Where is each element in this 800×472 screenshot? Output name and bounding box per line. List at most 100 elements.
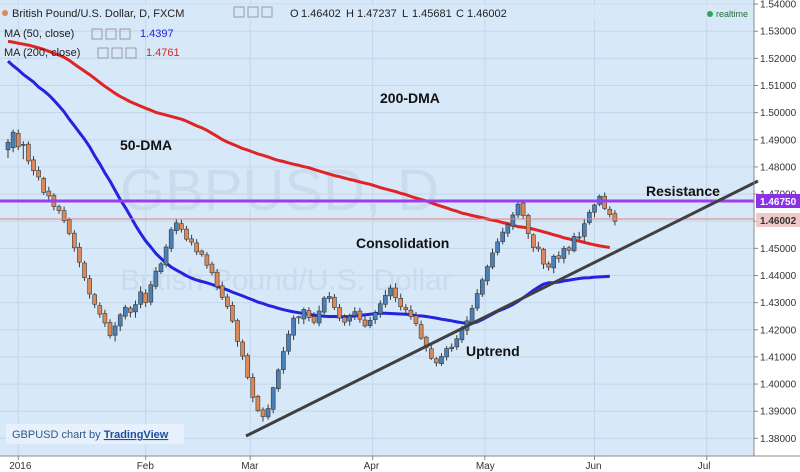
ohlc-low-key: L [402, 8, 408, 20]
candle-body [158, 263, 164, 273]
ma200-settings-icon[interactable] [111, 47, 123, 59]
candle-body [536, 246, 541, 250]
candle-body [316, 310, 322, 324]
ma200-label: MA (200, close) [4, 47, 80, 59]
ma50-close-icon[interactable] [119, 28, 131, 40]
candle-body [179, 223, 184, 230]
candle [250, 373, 256, 403]
candle [26, 141, 31, 165]
ma200-value: 1.4761 [146, 47, 180, 59]
ma50-eye-icon[interactable] [91, 28, 103, 40]
candle [255, 394, 261, 413]
candle [444, 346, 449, 361]
candle [536, 241, 541, 252]
candle-body [408, 309, 414, 317]
candle [490, 248, 495, 270]
candle [240, 339, 245, 361]
candle [347, 313, 353, 326]
candle-body [209, 263, 215, 274]
candle-body [530, 234, 536, 248]
candle-body [551, 255, 557, 269]
candle [510, 211, 516, 230]
candle [235, 318, 240, 347]
y-tick-label: 1.52000 [760, 54, 797, 65]
candle [551, 254, 557, 274]
candle-body [245, 355, 250, 378]
candle-body [128, 307, 133, 313]
candle-body [260, 409, 266, 417]
header-band [0, 4, 752, 20]
candle [561, 245, 567, 264]
candle-body [138, 291, 143, 305]
candle-body [117, 314, 123, 327]
y-tick-label: 1.54000 [760, 0, 797, 11]
candle [301, 307, 307, 325]
legend-controls[interactable] [233, 6, 273, 18]
candle [97, 302, 103, 318]
candle-body [306, 310, 312, 318]
candle [306, 307, 312, 322]
candle-body [581, 223, 587, 237]
realtime-dot-icon [707, 11, 713, 17]
candle [581, 219, 587, 242]
candle [184, 225, 189, 242]
candle [546, 261, 551, 271]
candle-body [413, 315, 419, 324]
candle [128, 306, 133, 318]
candle [112, 322, 118, 342]
candle [199, 249, 205, 257]
candle-body [219, 285, 225, 298]
ma200-eye-icon[interactable] [97, 47, 109, 59]
y-tick-label: 1.49000 [760, 135, 797, 146]
candle [398, 293, 404, 311]
candle-body [469, 308, 475, 323]
y-tick-label: 1.50000 [760, 108, 797, 119]
candle-body [66, 219, 72, 234]
close-icon[interactable] [261, 6, 273, 18]
y-tick-label: 1.39000 [760, 407, 797, 418]
candle [566, 245, 572, 255]
settings-icon[interactable] [247, 6, 259, 18]
eye-icon[interactable] [233, 6, 245, 18]
candle [530, 233, 536, 252]
x-tick-label: Jun [586, 461, 602, 472]
candle [321, 296, 327, 315]
candle-body [592, 204, 597, 213]
candle [352, 307, 358, 321]
y-tick-label: 1.40000 [760, 380, 797, 391]
grid [0, 0, 754, 456]
candle-body [418, 324, 424, 339]
candle-body [255, 395, 261, 411]
candle-body [326, 296, 332, 299]
candle-body [97, 305, 103, 315]
candle [367, 316, 373, 329]
candle [485, 264, 490, 286]
candle [357, 307, 363, 323]
candle [143, 289, 148, 307]
candle [225, 293, 230, 310]
candle-body [321, 297, 327, 313]
candle [158, 261, 164, 274]
candle [245, 353, 250, 380]
candle [46, 186, 52, 201]
candle-body [189, 238, 194, 243]
y-tick-label: 1.43000 [760, 298, 797, 309]
candle [495, 238, 500, 256]
candle [230, 301, 235, 323]
candle-body [347, 315, 353, 322]
candle [393, 283, 398, 303]
footer-brand-link[interactable]: TradingView [104, 429, 169, 441]
candle [311, 312, 317, 325]
candle-body [444, 348, 449, 358]
candle [148, 280, 154, 306]
candle-body [352, 311, 358, 316]
candle-body [225, 296, 230, 307]
x-tick-label: Apr [364, 461, 380, 472]
x-axis: 2016 Feb Mar Apr May Jun Jul [9, 456, 710, 472]
ma50-settings-icon[interactable] [105, 28, 117, 40]
candle [377, 300, 383, 318]
candle-body [454, 338, 460, 348]
ma200-close-icon[interactable] [125, 47, 137, 59]
